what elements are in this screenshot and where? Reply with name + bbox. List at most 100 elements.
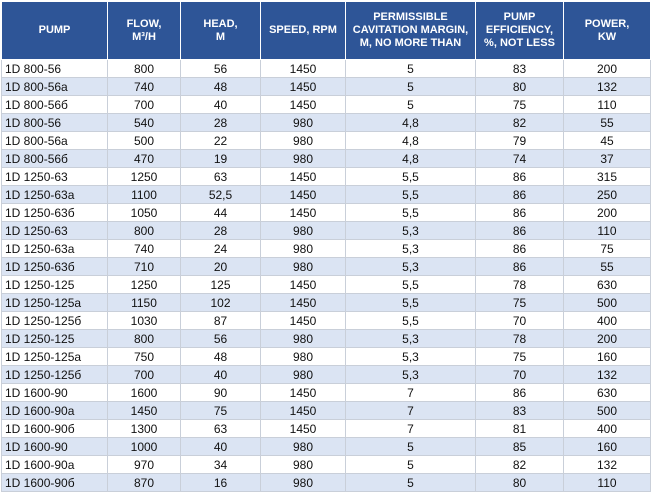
value-cell: 800 — [107, 221, 181, 240]
value-cell: 24 — [180, 239, 261, 258]
value-cell: 980 — [260, 131, 346, 150]
value-cell: 1050 — [107, 203, 181, 222]
value-cell: 132 — [563, 365, 651, 384]
table-row: 1D 1250-63a 740 24 980 5,3 86 75 — [1, 239, 651, 258]
value-cell: 1150 — [107, 293, 181, 312]
value-cell: 5 — [345, 59, 476, 78]
header-cell: HEAD, M — [180, 1, 261, 60]
pump-cell: 1D 800-56 — [1, 59, 108, 78]
value-cell: 70 — [475, 365, 564, 384]
value-cell: 110 — [563, 221, 651, 240]
value-cell: 1450 — [260, 401, 346, 420]
value-cell: 5,3 — [345, 365, 476, 384]
value-cell: 63 — [180, 419, 261, 438]
value-cell: 83 — [475, 59, 564, 78]
value-cell: 40 — [180, 95, 261, 114]
value-cell: 1450 — [260, 311, 346, 330]
value-cell: 710 — [107, 257, 181, 276]
value-cell: 44 — [180, 203, 261, 222]
value-cell: 75 — [475, 95, 564, 114]
value-cell: 28 — [180, 113, 261, 132]
value-cell: 5,5 — [345, 203, 476, 222]
value-cell: 20 — [180, 257, 261, 276]
pump-cell: 1D 1600-90б — [1, 419, 108, 438]
value-cell: 86 — [475, 221, 564, 240]
pump-cell: 1D 1250-125a — [1, 293, 108, 312]
value-cell: 5,3 — [345, 257, 476, 276]
table-row: 1D 1600-90б 1300 63 1450 7 81 400 — [1, 419, 651, 438]
value-cell: 5,5 — [345, 311, 476, 330]
table-row: 1D 1250-125б 700 40 980 5,3 70 132 — [1, 365, 651, 384]
value-cell: 87 — [180, 311, 261, 330]
pump-cell: 1D 800-56 — [1, 113, 108, 132]
pump-cell: 1D 800-56a — [1, 77, 108, 96]
pump-cell: 1D 1250-63 — [1, 167, 108, 186]
value-cell: 700 — [107, 95, 181, 114]
value-cell: 750 — [107, 347, 181, 366]
pump-cell: 1D 800-56б — [1, 95, 108, 114]
value-cell: 980 — [260, 149, 346, 168]
value-cell: 740 — [107, 77, 181, 96]
table-row: 1D 800-56a 740 48 1450 5 80 132 — [1, 77, 651, 96]
value-cell: 1450 — [260, 59, 346, 78]
pump-cell: 1D 1250-125 — [1, 275, 108, 294]
value-cell: 870 — [107, 473, 181, 492]
value-cell: 16 — [180, 473, 261, 492]
value-cell: 82 — [475, 455, 564, 474]
value-cell: 102 — [180, 293, 261, 312]
value-cell: 980 — [260, 257, 346, 276]
table-row: 1D 1600-90 1600 90 1450 7 86 630 — [1, 383, 651, 402]
value-cell: 400 — [563, 311, 651, 330]
value-cell: 800 — [107, 329, 181, 348]
value-cell: 110 — [563, 95, 651, 114]
value-cell: 1450 — [260, 419, 346, 438]
value-cell: 980 — [260, 221, 346, 240]
value-cell: 200 — [563, 203, 651, 222]
value-cell: 1450 — [260, 203, 346, 222]
pump-cell: 1D 1250-63a — [1, 185, 108, 204]
value-cell: 630 — [563, 383, 651, 402]
value-cell: 250 — [563, 185, 651, 204]
value-cell: 34 — [180, 455, 261, 474]
value-cell: 86 — [475, 203, 564, 222]
value-cell: 75 — [475, 293, 564, 312]
value-cell: 200 — [563, 59, 651, 78]
value-cell: 45 — [563, 131, 651, 150]
value-cell: 63 — [180, 167, 261, 186]
table-row: 1D 1600-90a 970 34 980 5 82 132 — [1, 455, 651, 474]
value-cell: 5,5 — [345, 167, 476, 186]
table-row: 1D 800-56б 700 40 1450 5 75 110 — [1, 95, 651, 114]
value-cell: 200 — [563, 329, 651, 348]
value-cell: 86 — [475, 167, 564, 186]
value-cell: 980 — [260, 473, 346, 492]
pump-cell: 1D 1250-63 — [1, 221, 108, 240]
value-cell: 1450 — [107, 401, 181, 420]
value-cell: 315 — [563, 167, 651, 186]
value-cell: 28 — [180, 221, 261, 240]
value-cell: 740 — [107, 239, 181, 258]
value-cell: 7 — [345, 383, 476, 402]
value-cell: 1030 — [107, 311, 181, 330]
pump-cell: 1D 1250-63a — [1, 239, 108, 258]
value-cell: 56 — [180, 59, 261, 78]
value-cell: 125 — [180, 275, 261, 294]
table-row: 1D 800-56 800 56 1450 5 83 200 — [1, 59, 651, 78]
value-cell: 4,8 — [345, 149, 476, 168]
value-cell: 5,3 — [345, 221, 476, 240]
value-cell: 630 — [563, 275, 651, 294]
value-cell: 74 — [475, 149, 564, 168]
value-cell: 160 — [563, 347, 651, 366]
value-cell: 80 — [475, 473, 564, 492]
value-cell: 85 — [475, 437, 564, 456]
value-cell: 1250 — [107, 275, 181, 294]
value-cell: 1450 — [260, 95, 346, 114]
pump-cell: 1D 1250-125б — [1, 365, 108, 384]
value-cell: 970 — [107, 455, 181, 474]
header-row: PUMP FLOW, M³/H HEAD, M SPEED, RPM PERMISSIB… — [1, 1, 651, 60]
value-cell: 83 — [475, 401, 564, 420]
table-row: 1D 1250-125 800 56 980 5,3 78 200 — [1, 329, 651, 348]
table-row: 1D 1250-63a 1100 52,5 1450 5,5 86 250 — [1, 185, 651, 204]
value-cell: 5,5 — [345, 275, 476, 294]
table-row: 1D 1250-125 1250 125 1450 5,5 78 630 — [1, 275, 651, 294]
